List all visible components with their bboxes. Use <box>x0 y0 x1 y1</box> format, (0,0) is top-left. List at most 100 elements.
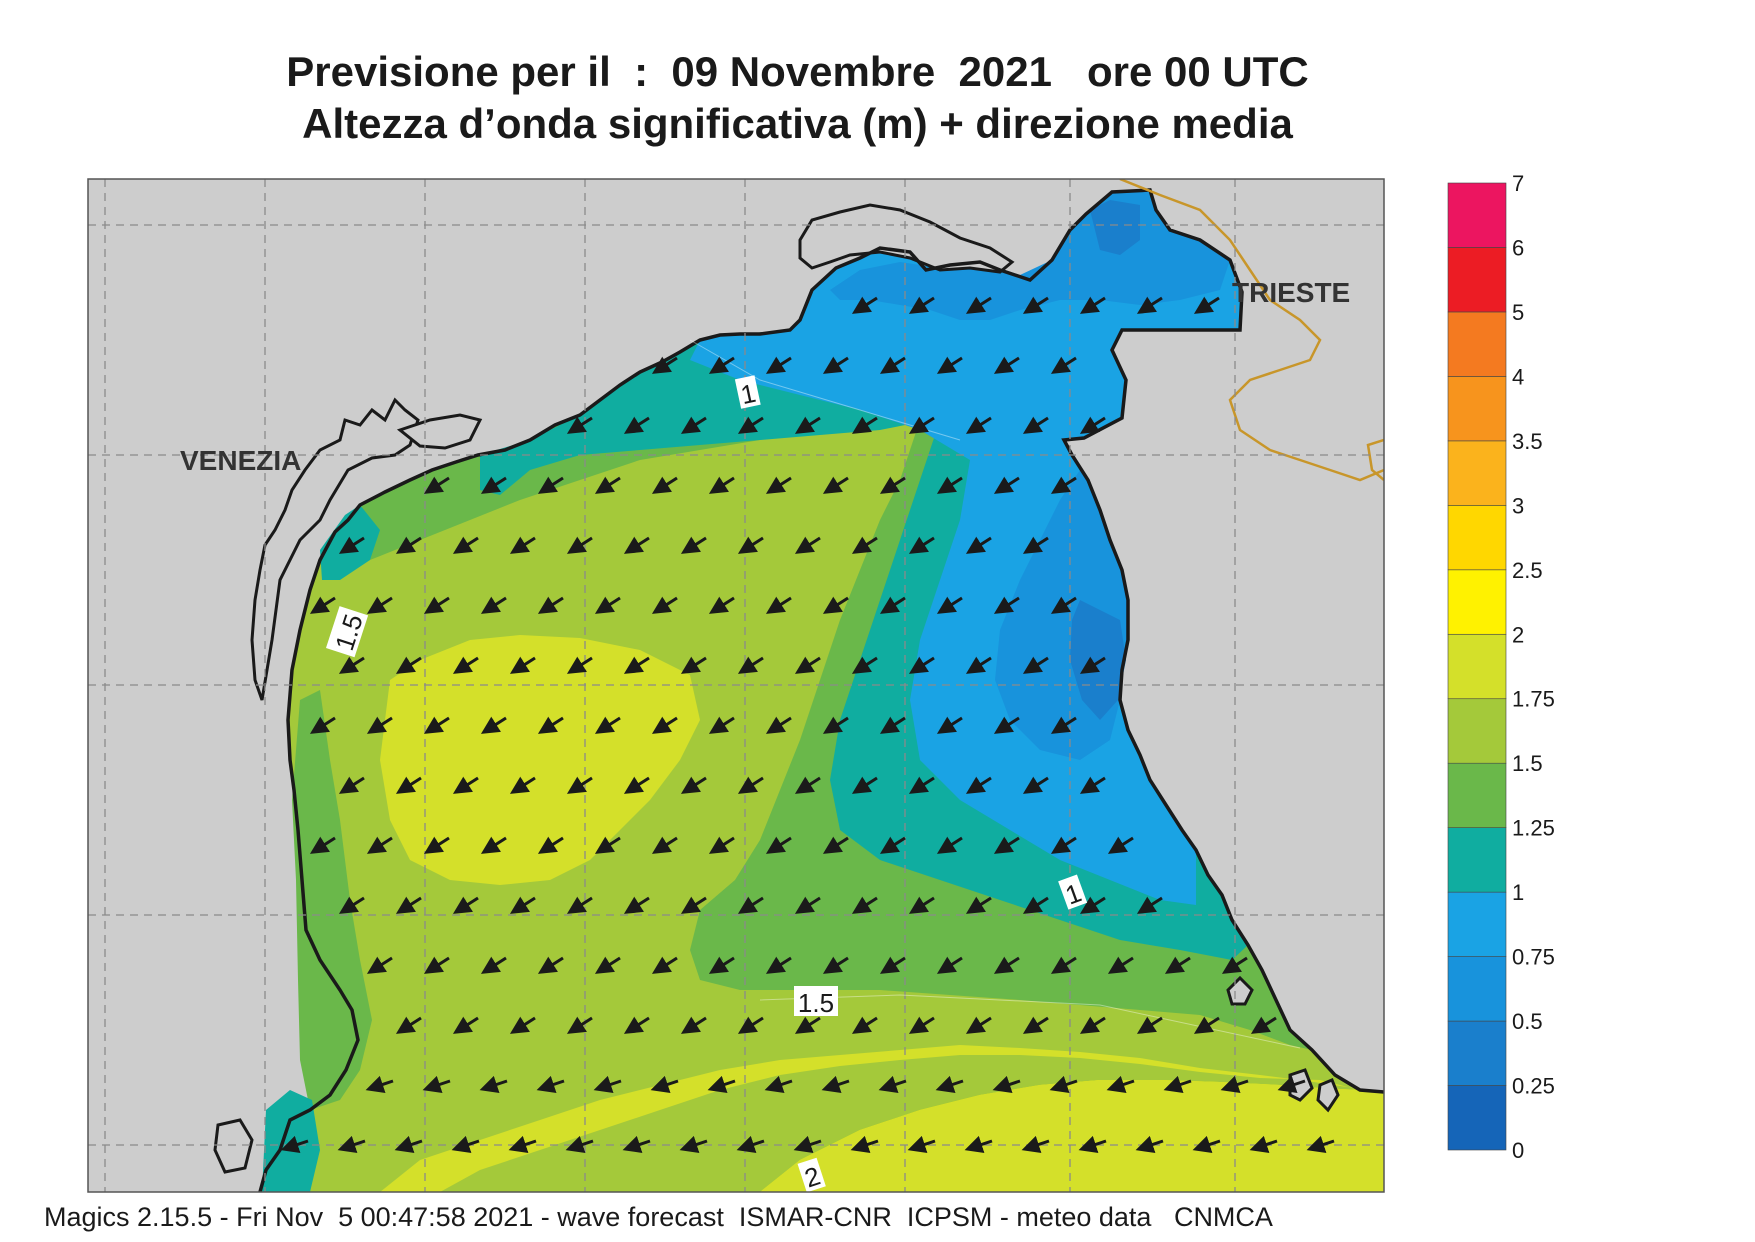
wave-direction-arrow <box>480 596 507 614</box>
wave-direction-arrow <box>1022 296 1049 314</box>
wave-direction-arrow <box>423 476 450 494</box>
wave-direction-arrow <box>850 1135 879 1153</box>
wave-direction-arrow <box>680 536 707 554</box>
wave-direction-arrow <box>366 836 393 854</box>
wave-direction-arrow <box>394 1135 423 1153</box>
wave-direction-arrow <box>737 776 764 794</box>
wave-direction-arrow <box>737 1016 764 1034</box>
wave-direction-arrow <box>821 1075 850 1093</box>
wave-direction-arrow <box>794 776 821 794</box>
wave-direction-arrow <box>1049 1075 1078 1093</box>
wave-direction-arrow <box>365 1075 394 1093</box>
colorbar-label: 1.5 <box>1512 751 1543 776</box>
wave-direction-arrow <box>594 596 621 614</box>
wave-direction-arrow <box>936 476 963 494</box>
wave-direction-arrow <box>1050 476 1077 494</box>
wave-direction-arrow <box>794 1016 821 1034</box>
wave-direction-arrow <box>908 536 935 554</box>
wave-direction-arrow <box>908 296 935 314</box>
wave-direction-arrow <box>509 896 536 914</box>
wave-direction-arrow <box>338 896 365 914</box>
wave-direction-arrow <box>907 1135 936 1153</box>
islet <box>1226 975 1254 1006</box>
wave-direction-arrow <box>879 956 906 974</box>
wave-direction-arrow <box>566 416 593 434</box>
wave-direction-arrow <box>1221 956 1248 974</box>
wave-direction-arrow <box>1079 296 1106 314</box>
wave-direction-arrow <box>737 656 764 674</box>
colorbar-label: 0.25 <box>1512 1074 1555 1099</box>
wave-direction-arrow <box>623 776 650 794</box>
colorbar-swatch <box>1447 956 1507 1022</box>
wave-direction-arrow <box>480 476 507 494</box>
wave-direction-arrow <box>395 656 422 674</box>
wave-direction-arrow <box>423 596 450 614</box>
wave-direction-arrows <box>280 296 1335 1153</box>
wave-direction-arrow <box>993 356 1020 374</box>
footer-credits: Magics 2.15.5 - Fri Nov 5 00:47:58 2021 … <box>44 1202 1273 1232</box>
wave-direction-arrow <box>622 1135 651 1153</box>
wave-direction-arrow <box>452 656 479 674</box>
wave-direction-arrow <box>623 1016 650 1034</box>
wave-direction-arrow <box>594 836 621 854</box>
wave-direction-arrow <box>337 1135 366 1153</box>
colorbar-label: 2 <box>1512 622 1524 647</box>
wave-direction-arrow <box>993 476 1020 494</box>
wave-direction-arrow <box>1250 1016 1277 1034</box>
wave-direction-arrow <box>566 656 593 674</box>
wave-direction-arrow <box>565 1135 594 1153</box>
wave-direction-arrow <box>965 1016 992 1034</box>
wave-direction-arrow <box>936 596 963 614</box>
wave-direction-arrow <box>879 836 906 854</box>
coastline <box>258 188 1384 1192</box>
wave-direction-arrow <box>537 596 564 614</box>
wave-direction-arrow <box>765 956 792 974</box>
map-frame <box>87 178 1385 1193</box>
wave-direction-arrow <box>395 896 422 914</box>
wave-direction-arrow <box>1306 1135 1335 1153</box>
colorbar-swatch <box>1447 247 1507 313</box>
wave-direction-arrow <box>593 1075 622 1093</box>
wave-direction-arrow <box>851 896 878 914</box>
wave-direction-arrow <box>680 656 707 674</box>
colorbar-label: 6 <box>1512 235 1524 260</box>
wave-direction-arrow <box>423 836 450 854</box>
wave-direction-arrow <box>651 596 678 614</box>
wave-direction-arrow <box>623 656 650 674</box>
wave-direction-arrow <box>936 836 963 854</box>
colorbar-label: 0.75 <box>1512 945 1555 970</box>
colorbar-swatch <box>1447 505 1507 571</box>
wave-direction-arrow <box>935 1075 964 1093</box>
wave-direction-arrow <box>908 776 935 794</box>
wave-direction-arrow <box>822 956 849 974</box>
wave-direction-arrow <box>537 716 564 734</box>
colorbar-label: 7 <box>1512 171 1524 196</box>
wave-direction-arrow <box>1022 776 1049 794</box>
colorbar-swatch <box>1447 569 1507 635</box>
wave-direction-arrow <box>879 356 906 374</box>
wave-direction-arrow <box>822 476 849 494</box>
wave-direction-arrow <box>708 836 735 854</box>
wave-direction-arrow <box>537 956 564 974</box>
colorbar-swatch <box>1447 311 1507 377</box>
wave-direction-arrow <box>851 1016 878 1034</box>
wave-direction-arrow <box>908 896 935 914</box>
wave-direction-arrow <box>651 476 678 494</box>
wave-direction-arrow <box>993 596 1020 614</box>
wave-direction-arrow <box>309 596 336 614</box>
wave-direction-arrow <box>1163 1075 1192 1093</box>
wave-direction-arrow <box>423 956 450 974</box>
wave-direction-arrow <box>309 716 336 734</box>
wave-direction-arrow <box>680 776 707 794</box>
contour-label: 1 <box>738 378 758 410</box>
wave-direction-arrow <box>1022 416 1049 434</box>
wave-direction-arrow <box>452 536 479 554</box>
wave-direction-arrow <box>395 1016 422 1034</box>
colorbar-label: 1.75 <box>1512 687 1555 712</box>
wave-direction-arrow <box>623 416 650 434</box>
wave-direction-arrow <box>1022 656 1049 674</box>
contour-label: 1.5 <box>798 988 834 1018</box>
wave-direction-arrow <box>765 356 792 374</box>
wave-direction-arrow <box>793 1135 822 1153</box>
wave-direction-arrow <box>708 596 735 614</box>
